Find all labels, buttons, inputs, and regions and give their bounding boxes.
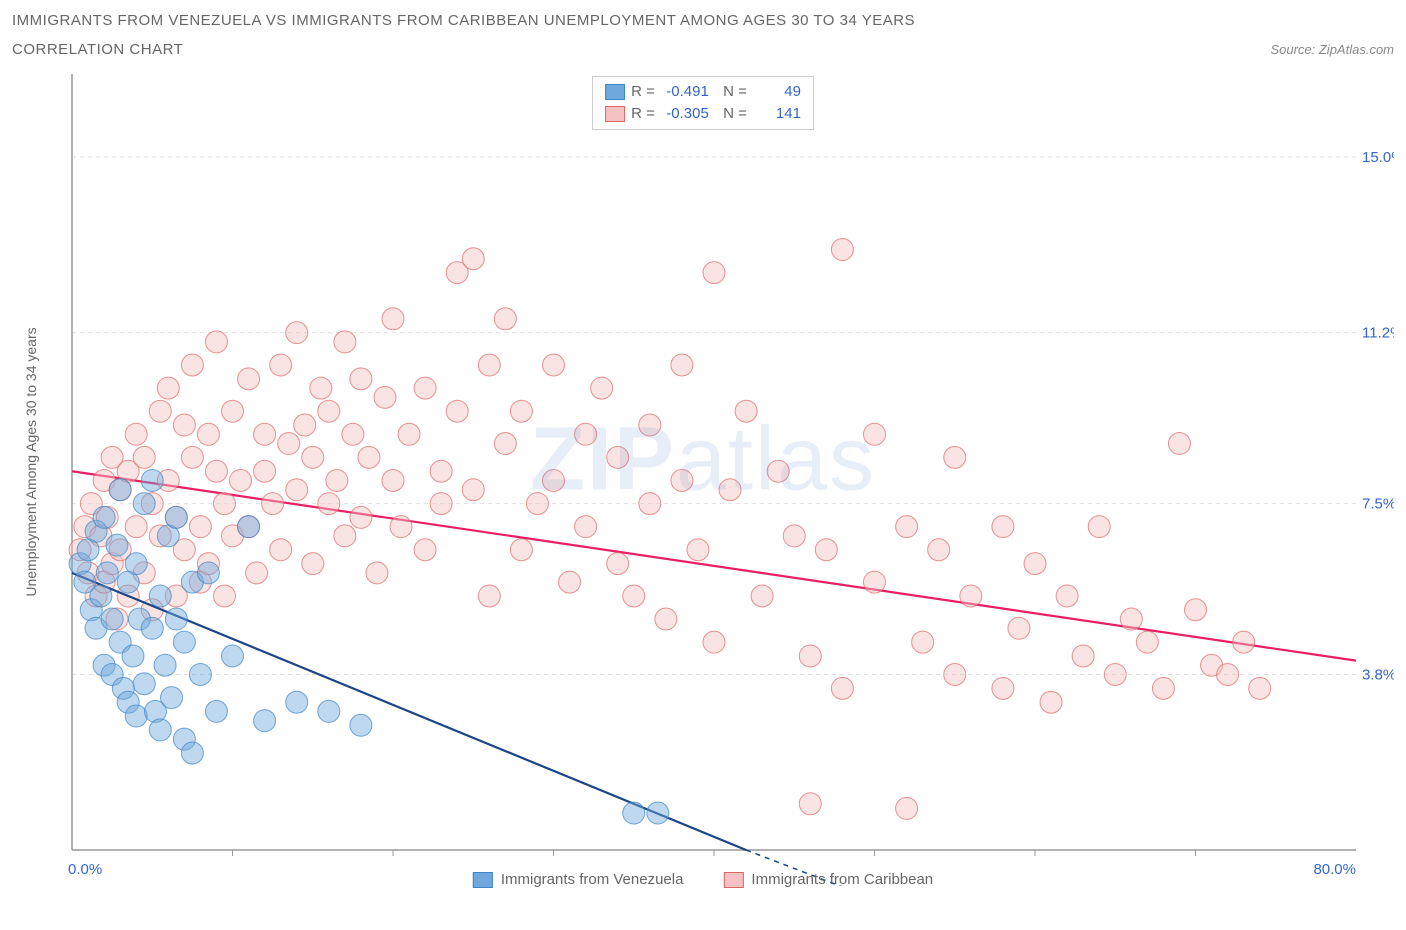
- series-legend: Immigrants from Venezuela Immigrants fro…: [473, 871, 933, 888]
- svg-text:80.0%: 80.0%: [1313, 861, 1356, 878]
- scatter-plot: 3.8% 7.5% 11.2% 15.0% 0.0% 80.0% Unemployment …: [12, 66, 1394, 886]
- n-value-caribbean: 141: [753, 103, 801, 125]
- svg-text:11.2%: 11.2%: [1362, 325, 1394, 342]
- legend-item-venezuela: Immigrants from Venezuela: [473, 871, 684, 888]
- legend-row-caribbean: R = -0.305 N = 141: [605, 103, 801, 125]
- r-value-caribbean: -0.305: [661, 103, 709, 125]
- source-attribution: Source: ZipAtlas.com: [1270, 42, 1394, 57]
- swatch-caribbean: [605, 106, 625, 122]
- chart-title: IMMIGRANTS FROM VENEZUELA VS IMMIGRANTS …: [12, 12, 1394, 29]
- swatch-venezuela-icon: [473, 872, 493, 888]
- legend-label-caribbean: Immigrants from Caribbean: [751, 871, 933, 888]
- legend-item-caribbean: Immigrants from Caribbean: [723, 871, 933, 888]
- chart-subtitle: CORRELATION CHART: [12, 41, 183, 58]
- correlation-chart: ZIPatlas R = -0.491 N = 49 R = -0.305 N …: [12, 66, 1394, 886]
- n-value-venezuela: 49: [753, 81, 801, 103]
- svg-text:3.8%: 3.8%: [1362, 666, 1394, 683]
- header: IMMIGRANTS FROM VENEZUELA VS IMMIGRANTS …: [12, 12, 1394, 58]
- legend-row-venezuela: R = -0.491 N = 49: [605, 81, 801, 103]
- swatch-venezuela: [605, 84, 625, 100]
- swatch-caribbean-icon: [723, 872, 743, 888]
- svg-text:15.0%: 15.0%: [1362, 149, 1394, 166]
- svg-text:7.5%: 7.5%: [1362, 496, 1394, 513]
- legend-label-venezuela: Immigrants from Venezuela: [501, 871, 684, 888]
- svg-text:Unemployment Among Ages 30 to: Unemployment Among Ages 30 to 34 years: [23, 327, 39, 596]
- stats-legend: R = -0.491 N = 49 R = -0.305 N = 141: [592, 76, 814, 130]
- svg-text:0.0%: 0.0%: [68, 861, 102, 878]
- r-value-venezuela: -0.491: [661, 81, 709, 103]
